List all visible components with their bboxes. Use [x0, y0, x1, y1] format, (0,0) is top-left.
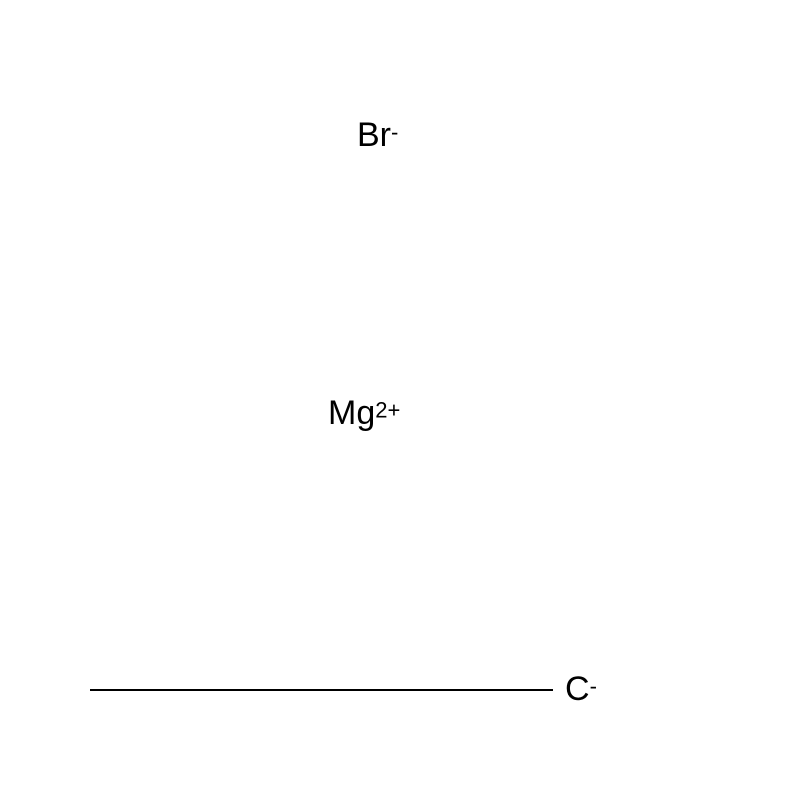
label-carbanion: C- [565, 672, 597, 706]
bromide-base: Br [357, 116, 391, 154]
bromide-charge: - [391, 120, 398, 145]
carbanion-charge: - [590, 674, 597, 699]
magnesium-charge: 2+ [375, 398, 400, 423]
label-magnesium: Mg2+ [328, 396, 400, 430]
magnesium-base: Mg [328, 394, 375, 432]
chem-canvas: Br- Mg2+ C- [0, 0, 800, 800]
label-bromide: Br- [357, 118, 398, 152]
carbanion-base: C [565, 670, 590, 708]
